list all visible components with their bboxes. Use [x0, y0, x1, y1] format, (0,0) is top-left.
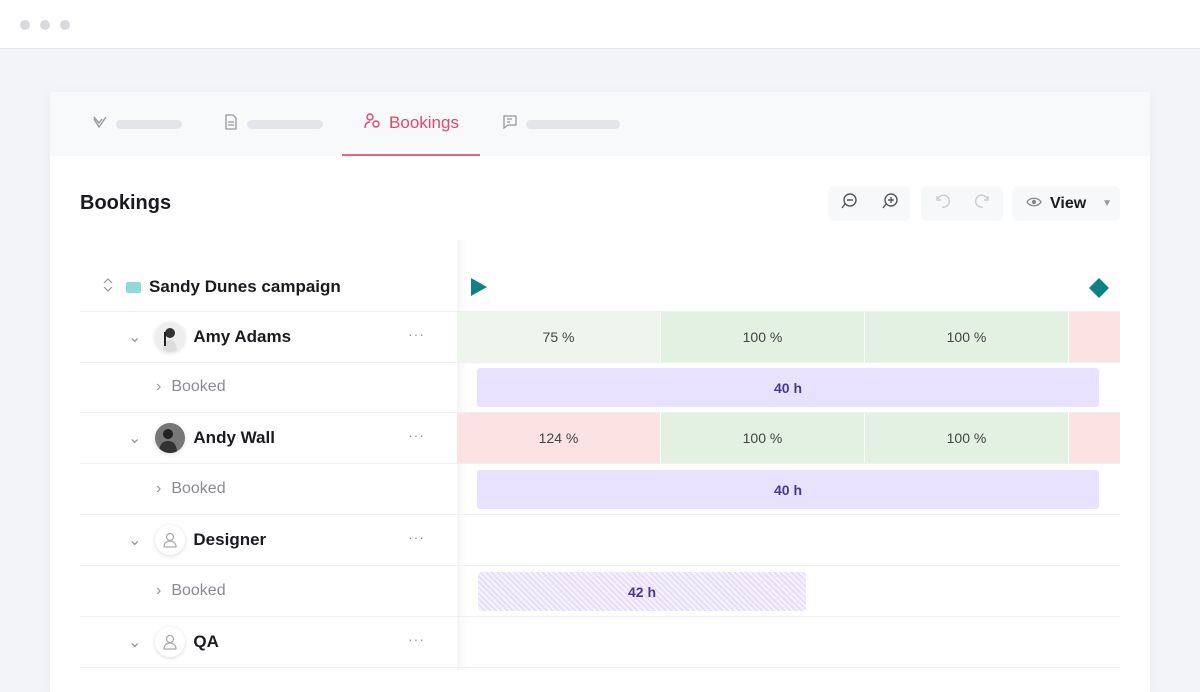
resource-row: ⌄ Designer ···: [80, 515, 1120, 566]
resource-name[interactable]: Designer: [193, 530, 267, 549]
project-name[interactable]: Sandy Dunes campaign: [149, 277, 341, 296]
resource-row: ⌄ Andy Wall ··· 124 % 100 % 100 %: [80, 413, 1120, 464]
tab-bookings[interactable]: Bookings: [342, 92, 480, 156]
tab-tasks[interactable]: [92, 92, 182, 156]
tab-label: Bookings: [389, 113, 459, 132]
avatar: [155, 322, 186, 352]
zoom-controls: [828, 186, 910, 221]
caret-down-icon: ▼: [1102, 198, 1113, 209]
zoom-out-icon: [840, 192, 858, 215]
chevron-right-icon[interactable]: ›: [156, 582, 162, 599]
resource-row: ⌄ QA ···: [80, 617, 1120, 668]
undo-button[interactable]: [921, 186, 962, 221]
users-icon: [363, 112, 381, 135]
utilization-cell: 100 %: [865, 312, 1068, 362]
project-row: Sandy Dunes campaign: [80, 262, 1120, 313]
resource-name[interactable]: Amy Adams: [193, 327, 292, 346]
view-dropdown[interactable]: View ▼: [1012, 186, 1120, 221]
tab-bar: Bookings: [50, 92, 1150, 156]
tentative-booking-bar[interactable]: 42 h: [478, 572, 806, 611]
utilization-cell: 75 %: [457, 312, 660, 362]
more-options-icon[interactable]: ···: [408, 427, 425, 443]
view-label: View: [1050, 194, 1087, 212]
booking-bar[interactable]: 40 h: [477, 368, 1099, 407]
document-icon: [223, 113, 239, 135]
utilization-cell: 100 %: [661, 413, 864, 463]
booked-row: › Booked 40 h: [80, 362, 1120, 413]
utilization-cell: 124 %: [457, 413, 660, 463]
more-options-icon[interactable]: ···: [408, 529, 425, 545]
history-controls: [921, 186, 1003, 221]
chevron-down-icon[interactable]: ⌄: [128, 532, 142, 549]
utilization-cell: 100 %: [661, 312, 864, 362]
utilization-cell: 100 %: [865, 413, 1068, 463]
eye-icon: [1026, 195, 1042, 213]
more-options-icon[interactable]: ···: [408, 326, 425, 342]
expand-collapse-icon[interactable]: [102, 277, 116, 298]
more-options-icon[interactable]: ···: [408, 631, 425, 647]
redo-button[interactable]: [962, 186, 1003, 221]
user-placeholder-icon: [155, 627, 186, 657]
start-marker-icon: [470, 277, 488, 302]
window-dot[interactable]: [20, 20, 30, 30]
resource-name[interactable]: QA: [193, 632, 219, 651]
window-dot[interactable]: [60, 20, 70, 30]
utilization-cell: [1069, 312, 1120, 362]
undo-icon: [933, 192, 951, 215]
avatar: [155, 423, 186, 453]
booked-row: › Booked 40 h: [80, 464, 1120, 515]
redo-icon: [974, 192, 992, 215]
zoom-in-icon: [881, 192, 899, 215]
booked-label: Booked: [171, 582, 226, 599]
page-title: Bookings: [80, 192, 172, 214]
zoom-in-button[interactable]: [869, 186, 910, 221]
chevron-down-icon[interactable]: ⌄: [128, 329, 142, 346]
user-placeholder-icon: [155, 525, 186, 555]
tab-comments[interactable]: [502, 92, 620, 156]
tab-documents[interactable]: [223, 92, 323, 156]
window-titlebar: [0, 0, 1200, 49]
zoom-out-button[interactable]: [828, 186, 869, 221]
resource-name[interactable]: Andy Wall: [193, 428, 275, 447]
window-dot[interactable]: [40, 20, 50, 30]
booked-label: Booked: [171, 480, 226, 497]
chevron-down-icon[interactable]: ⌄: [128, 430, 142, 447]
booking-bar[interactable]: 40 h: [477, 470, 1099, 509]
booked-label: Booked: [171, 378, 226, 395]
chevron-right-icon[interactable]: ›: [156, 378, 162, 395]
briefcase-icon: [126, 281, 141, 293]
booked-row: › Booked 42 h: [80, 566, 1120, 617]
check-icon: [92, 114, 108, 135]
chevron-down-icon[interactable]: ⌄: [128, 634, 142, 651]
chat-icon: [502, 114, 518, 135]
milestone-diamond-icon: [1088, 277, 1110, 304]
resource-row: ⌄ Amy Adams ··· 75 % 100 % 100 %: [80, 312, 1120, 363]
chevron-right-icon[interactable]: ›: [156, 480, 162, 497]
utilization-cell: [1069, 413, 1120, 463]
